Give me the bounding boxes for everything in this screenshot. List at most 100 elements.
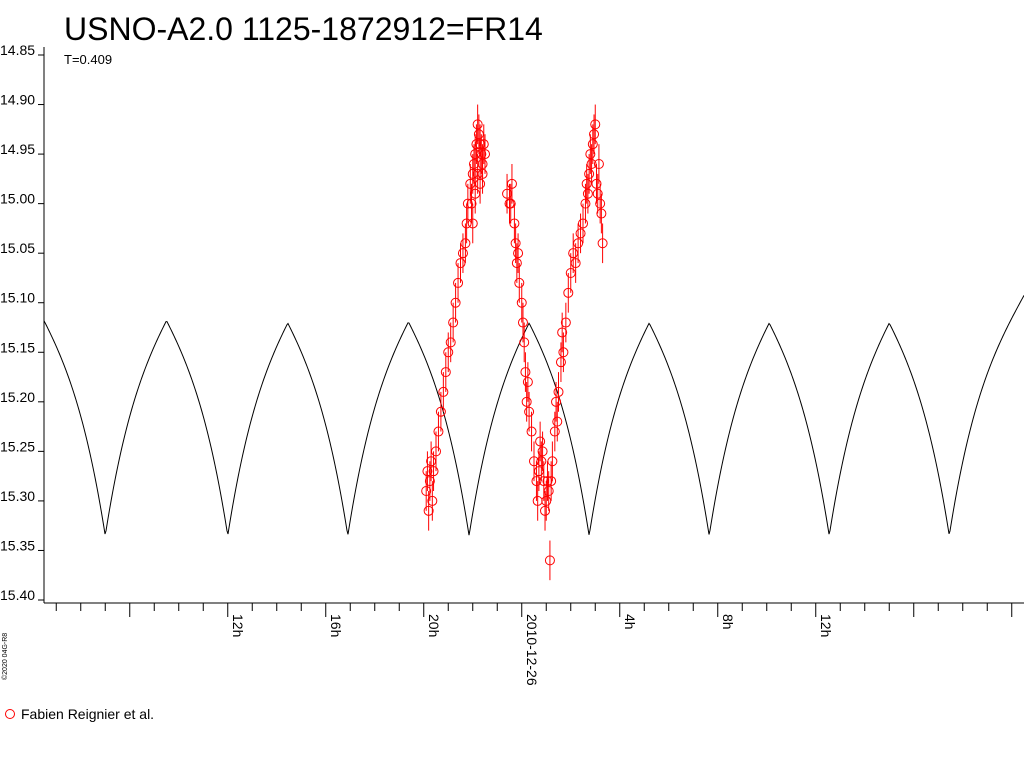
data-point [514, 277, 525, 288]
data-point [575, 228, 586, 239]
data-point [544, 555, 555, 566]
data-point [524, 406, 535, 417]
data-point [549, 426, 560, 437]
data-point [593, 159, 604, 169]
y-tick-label: 15.15 [0, 339, 35, 355]
data-point [580, 198, 591, 209]
data-point [536, 456, 547, 467]
x-tick-label: 20h [426, 614, 442, 637]
model-curve [43, 295, 1024, 536]
model-curve-group [43, 295, 1024, 536]
data-point [563, 287, 574, 298]
data-point [578, 218, 588, 229]
data-point [585, 149, 596, 160]
data-point [509, 218, 520, 229]
data-point [421, 486, 432, 496]
data-point [517, 317, 528, 328]
x-tick-label: 16h [328, 614, 344, 637]
data-point [433, 426, 444, 437]
data-point [522, 377, 533, 387]
data-point [472, 119, 483, 130]
data-point [460, 238, 471, 249]
data-point [558, 347, 569, 358]
data-point [557, 327, 568, 338]
data-point [595, 198, 606, 209]
y-tick-label: 15.25 [0, 438, 35, 454]
data-point [450, 297, 461, 308]
data-point [453, 277, 464, 288]
data-point [587, 139, 598, 150]
data-point [597, 238, 608, 249]
data-point [555, 357, 566, 368]
data-point [590, 119, 601, 130]
data-point [535, 436, 546, 447]
chart-subtitle: T=0.409 [64, 52, 112, 67]
data-point [423, 505, 434, 516]
x-tick-label: 2010-12-26 [524, 614, 540, 686]
data-point [477, 168, 488, 179]
data-point [516, 297, 527, 308]
data-point [570, 258, 581, 269]
data-point [546, 476, 557, 487]
y-tick-label: 15.30 [0, 488, 35, 504]
data-point [521, 396, 532, 407]
y-tick-label: 15.35 [0, 537, 35, 553]
data-point [513, 248, 524, 259]
data-point [476, 149, 487, 160]
data-point [505, 198, 516, 209]
data-point [475, 178, 486, 189]
y-tick-label: 14.90 [0, 92, 35, 108]
data-point [584, 168, 595, 179]
data-points-group [421, 104, 608, 581]
data-point [427, 495, 438, 506]
legend: Fabien Reignier et al. [5, 706, 154, 722]
data-point [448, 317, 459, 328]
data-point [428, 466, 439, 477]
data-point [457, 248, 468, 259]
x-tick-label: 4h [622, 614, 638, 630]
data-point [537, 446, 548, 457]
data-point [591, 178, 602, 189]
copyright-text: ©2020 04G-R8 [1, 633, 9, 680]
legend-marker-icon [5, 709, 15, 719]
data-point [480, 149, 490, 160]
y-axis: 14.85 14.90 14.95 15.00 15.05 15.10 15.15 15.20… [0, 42, 45, 603]
y-tick-label: 15.20 [0, 389, 35, 405]
y-tick-label: 15.10 [0, 290, 35, 306]
legend-label: Fabien Reignier et al. [21, 706, 154, 722]
y-tick-label: 14.95 [0, 141, 35, 157]
data-point [589, 129, 600, 140]
data-point [547, 456, 558, 467]
y-tick-label: 15.40 [0, 587, 35, 603]
x-tick-label: 12h [818, 614, 834, 637]
data-point [510, 238, 521, 249]
x-tick-label: 12h [230, 614, 246, 637]
data-point [551, 396, 562, 407]
data-point [520, 367, 531, 378]
data-point [422, 466, 433, 477]
y-tick-label: 15.00 [0, 191, 35, 207]
y-tick-label: 14.85 [0, 42, 35, 58]
data-point [478, 139, 489, 150]
data-point [443, 347, 454, 358]
data-point [431, 446, 441, 457]
data-point [506, 178, 517, 189]
data-point [596, 208, 607, 219]
data-point [424, 476, 435, 487]
y-tick-label: 15.05 [0, 240, 35, 256]
data-point [438, 386, 449, 397]
data-point [445, 337, 456, 348]
data-point [440, 367, 451, 378]
data-point [467, 218, 478, 229]
data-point [519, 337, 530, 348]
data-point [526, 426, 537, 437]
data-point [552, 416, 563, 427]
data-point [582, 188, 593, 199]
data-point [466, 198, 477, 209]
data-point [553, 386, 564, 397]
data-point [435, 406, 446, 417]
data-point [540, 505, 551, 516]
data-point [560, 317, 571, 328]
data-point [543, 486, 554, 496]
